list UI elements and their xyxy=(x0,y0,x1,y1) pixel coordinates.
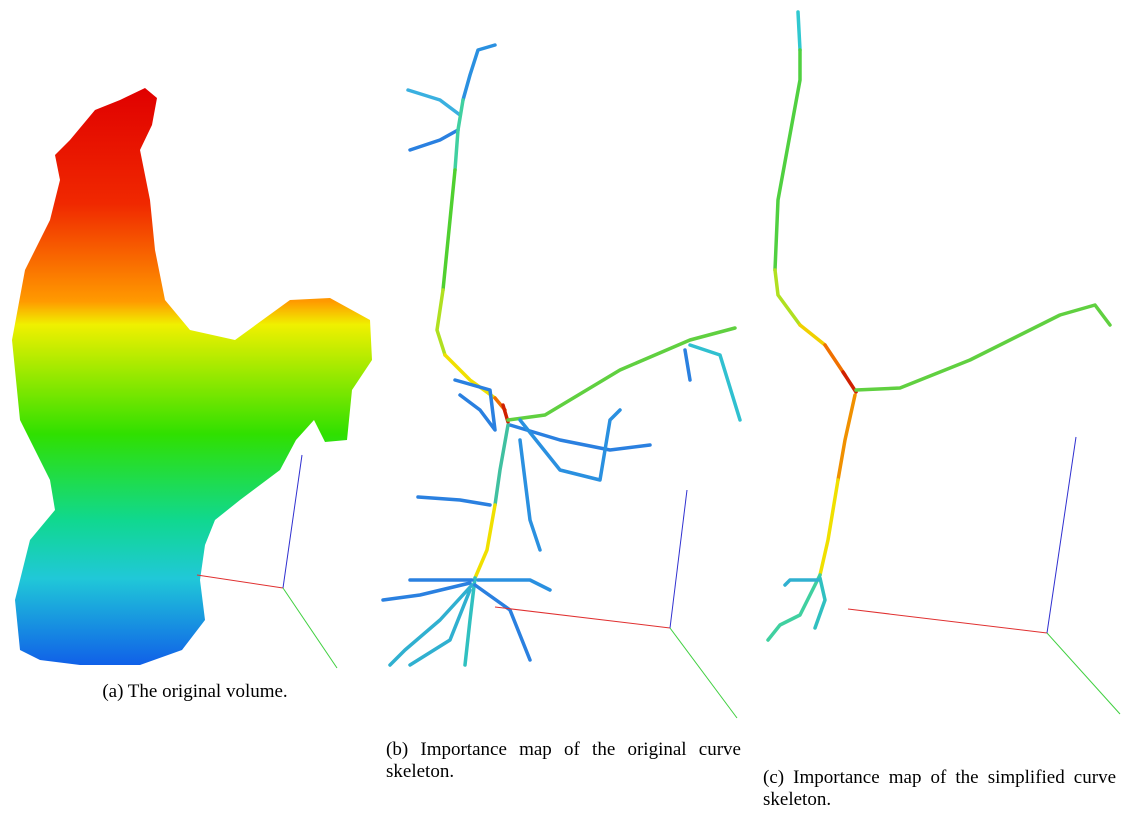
y-axis xyxy=(1047,633,1120,714)
branch xyxy=(520,440,540,550)
branch xyxy=(408,90,460,115)
z-axis xyxy=(283,455,302,588)
branch xyxy=(410,590,470,665)
branch xyxy=(383,583,470,600)
branch xyxy=(785,580,818,585)
y-axis xyxy=(283,588,337,668)
branch xyxy=(455,380,495,430)
branch xyxy=(410,130,458,150)
x-axis xyxy=(197,575,283,588)
branch xyxy=(775,50,800,270)
branch xyxy=(820,480,838,575)
branch xyxy=(775,270,800,325)
axes-c xyxy=(848,437,1120,714)
branch xyxy=(475,585,530,660)
branch xyxy=(825,345,845,375)
skeleton-original xyxy=(383,45,740,665)
branch xyxy=(838,395,855,480)
rooster-volume xyxy=(12,88,372,665)
branch xyxy=(443,170,455,290)
branch xyxy=(520,410,620,480)
branch xyxy=(690,345,740,420)
caption: (b) Importance map of the original curve… xyxy=(386,739,741,783)
branch xyxy=(856,305,1110,390)
x-axis xyxy=(495,607,670,628)
y-axis xyxy=(670,628,737,718)
caption: (a) The original volume. xyxy=(80,681,310,703)
branch xyxy=(495,425,508,505)
branch xyxy=(510,425,650,450)
x-axis xyxy=(848,609,1047,633)
branch xyxy=(508,328,735,420)
figure: (a) The original volume. (b) Importance … xyxy=(0,0,1128,814)
branch xyxy=(843,372,856,392)
branch xyxy=(445,355,495,398)
z-axis xyxy=(1047,437,1076,633)
branch xyxy=(478,580,550,590)
branch xyxy=(798,12,800,50)
branch xyxy=(475,505,495,578)
branch xyxy=(418,497,490,505)
z-axis xyxy=(670,490,687,628)
branch xyxy=(437,290,445,355)
skeleton-simplified xyxy=(768,12,1110,640)
branch xyxy=(800,325,825,345)
branch xyxy=(768,575,820,640)
branch xyxy=(685,350,690,380)
branch xyxy=(463,45,495,100)
caption: (c) Importance map of the simplified cur… xyxy=(763,767,1116,811)
